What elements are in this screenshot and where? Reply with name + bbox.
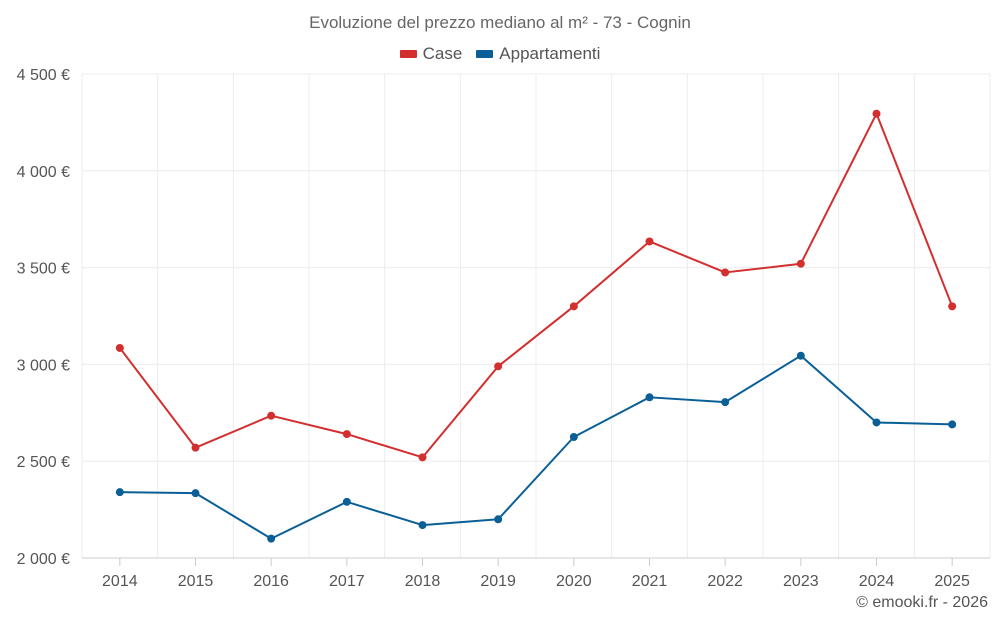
x-tick-label: 2017 [329, 573, 365, 590]
copyright-credit: © emooki.fr - 2026 [856, 594, 988, 611]
legend-swatch-case [399, 50, 417, 58]
y-tick-label: 3 500 € [17, 261, 70, 278]
data-point-case [796, 259, 805, 268]
x-tick-label: 2023 [783, 573, 819, 590]
data-point-case [418, 453, 427, 462]
data-point-appartamenti [267, 534, 276, 543]
data-point-case [494, 362, 503, 371]
data-point-appartamenti [569, 433, 578, 441]
x-tick-label: 2020 [556, 573, 592, 590]
legend-swatch-appartamenti [476, 50, 494, 58]
data-point-appartamenti [191, 489, 200, 498]
data-point-case [342, 430, 351, 439]
x-tick-label: 2022 [707, 573, 743, 590]
data-point-case [569, 302, 578, 311]
data-point-appartamenti [115, 488, 124, 497]
x-tick-label: 2024 [859, 573, 895, 590]
x-tick-label: 2018 [405, 573, 441, 590]
legend-label-appartamenti: Appartamenti [499, 44, 601, 63]
data-point-case [115, 343, 124, 352]
x-tick-label: 2014 [102, 573, 138, 590]
data-point-case [948, 302, 957, 311]
data-point-appartamenti [872, 418, 881, 427]
data-point-case [191, 443, 200, 452]
data-point-case [721, 268, 730, 277]
y-tick-label: 2 000 € [17, 551, 70, 568]
chart-legend: Case Appartamenti [0, 44, 1000, 64]
x-tick-label: 2025 [934, 573, 970, 590]
data-point-appartamenti [721, 398, 730, 407]
data-point-case [267, 411, 276, 420]
x-tick-label: 2016 [253, 573, 289, 590]
data-point-appartamenti [342, 497, 351, 506]
y-tick-label: 4 000 € [17, 164, 70, 181]
data-point-appartamenti [494, 515, 503, 524]
data-point-appartamenti [645, 393, 654, 402]
data-point-appartamenti [948, 420, 957, 429]
legend-label-case: Case [422, 44, 463, 63]
x-tick-label: 2021 [632, 573, 668, 590]
legend-item-case[interactable]: Case [399, 44, 463, 64]
legend-item-appartamenti[interactable]: Appartamenti [476, 44, 600, 64]
series-line-appartamenti [118, 354, 954, 540]
data-point-appartamenti [418, 521, 427, 530]
chart-title: Evoluzione del prezzo mediano al m² - 73… [309, 13, 691, 32]
data-point-case [872, 109, 881, 118]
data-point-case [645, 237, 654, 246]
x-tick-label: 2019 [480, 573, 516, 590]
y-tick-label: 3 000 € [17, 357, 70, 374]
x-tick-label: 2015 [178, 573, 214, 590]
series-line-case [118, 112, 954, 459]
data-point-appartamenti [796, 351, 805, 360]
y-tick-label: 4 500 € [17, 67, 70, 84]
y-tick-label: 2 500 € [17, 454, 70, 471]
